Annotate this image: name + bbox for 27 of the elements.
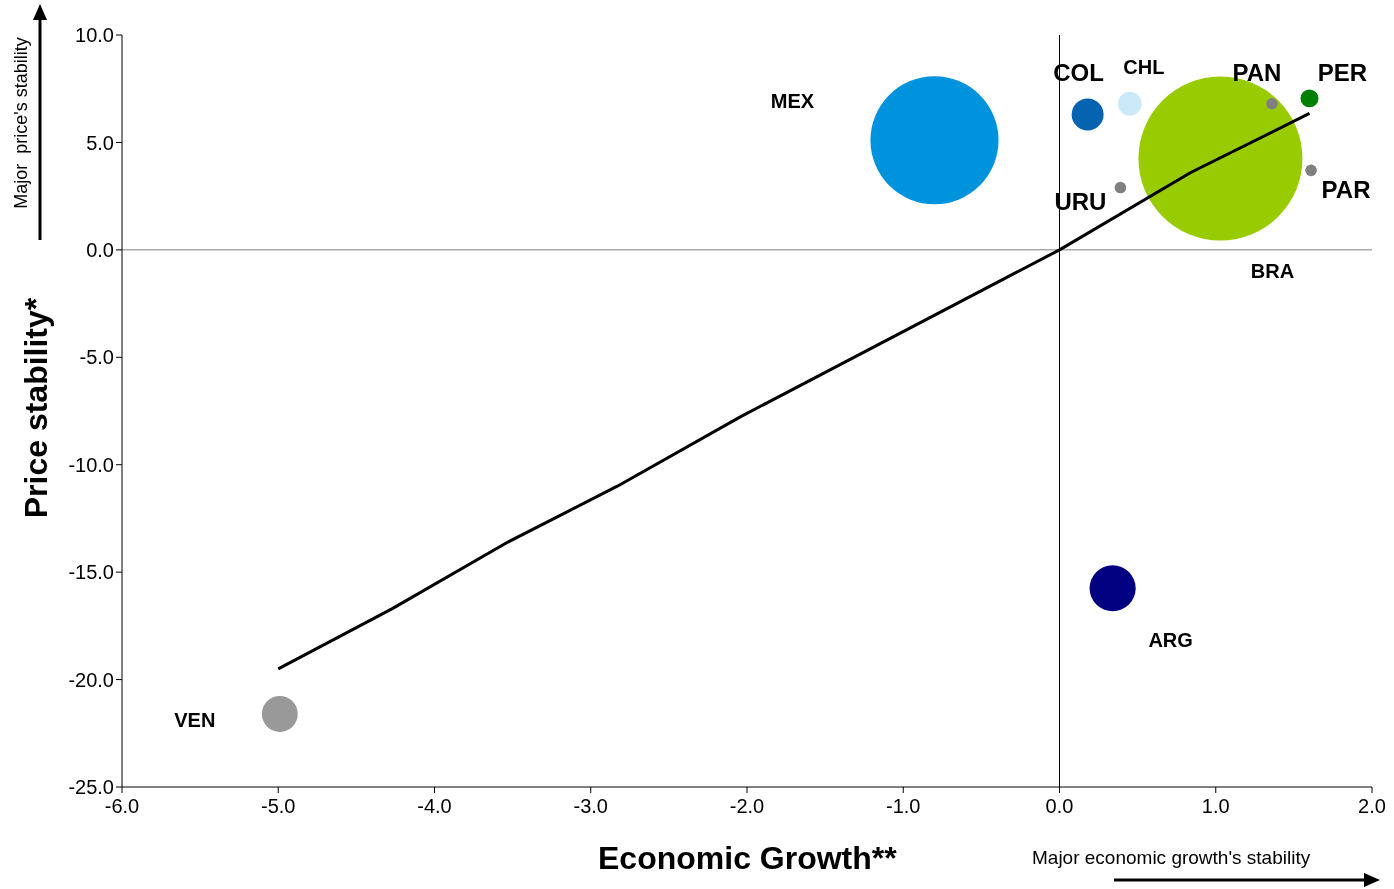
series-label: PAN [1232,59,1282,87]
y-tick-label: 5.0 [86,131,114,154]
y-tick-label: -20.0 [68,668,114,691]
series-label: BRA [1250,259,1295,282]
x-tick-label: -1.0 [886,795,921,818]
series-label: PER [1317,58,1368,86]
x-tick-label: 0.0 [1045,795,1074,818]
text: Major price's stability [10,37,32,209]
y-tick-label: -5.0 [79,346,114,369]
series-label: ARG [1148,629,1193,652]
text: VEN [174,708,216,731]
series-label: CHL [1123,55,1165,78]
x-tick-label: -3.0 [573,795,608,818]
x-tick-label: -5.0 [261,795,296,818]
y-tick-label: -15.0 [68,561,114,584]
y-tick-label: -10.0 [68,453,114,476]
x-tick-label: -4.0 [417,795,452,818]
x-tick-label: 1.0 [1201,795,1230,818]
series-label: PAR [1321,175,1371,203]
y-tick-label: 0.0 [86,238,114,261]
x-axis-title: Economic Growth** [598,840,897,877]
x-tick-label: -2.0 [729,795,765,818]
x-tick-label: 2.0 [1358,795,1386,818]
text: Major economic growth's stability [1032,847,1311,869]
text: MEX [770,90,815,113]
y-axis-title: Price stability* [17,297,55,519]
y-tick-label: 10.0 [75,24,114,47]
